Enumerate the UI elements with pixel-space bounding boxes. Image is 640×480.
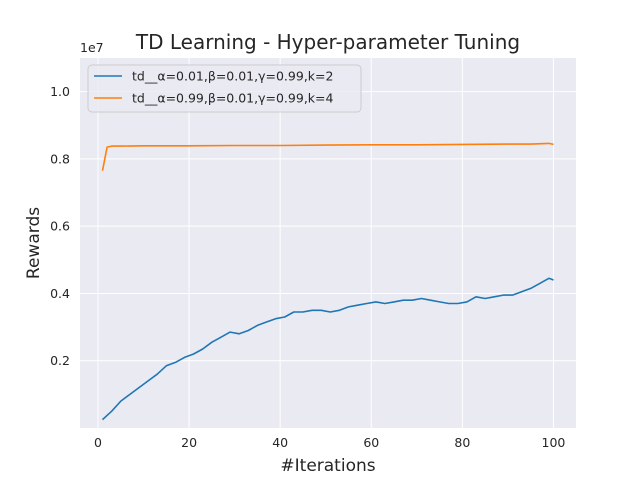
y-axis-ticks: 0.2 0.4 0.6 0.8 1.0	[50, 84, 70, 368]
legend-label-1: td__α=0.01,β=0.01,γ=0.99,k=2	[132, 69, 333, 84]
x-axis-label: #Iterations	[280, 456, 375, 476]
x-tick-label: 60	[363, 435, 379, 450]
plot-area	[80, 58, 576, 428]
chart-title: TD Learning - Hyper-parameter Tuning	[135, 30, 520, 54]
y-tick-label: 0.2	[50, 353, 70, 368]
x-tick-label: 100	[542, 435, 566, 450]
series-line-2	[101, 142, 554, 171]
legend-box	[87, 64, 362, 113]
legend: td__α=0.01,β=0.01,γ=0.99,k=2 td__α=0.99,β…	[87, 64, 362, 113]
x-tick-label: 80	[454, 435, 470, 450]
y-tick-label: 0.8	[50, 151, 70, 166]
y-tick-label: 0.6	[50, 219, 70, 234]
x-axis-ticks: 0 20 40 60 80 100	[94, 435, 565, 450]
series-layer	[101, 142, 554, 421]
y-tick-label: 1.0	[50, 84, 70, 99]
series-line-1	[101, 277, 554, 421]
y-axis-label: Rewards	[24, 207, 44, 279]
y-axis-offset-label: 1e7	[80, 40, 104, 55]
x-tick-label: 20	[181, 435, 197, 450]
x-tick-label: 40	[272, 435, 288, 450]
y-tick-label: 0.4	[50, 286, 70, 301]
x-tick-label: 0	[94, 435, 102, 450]
legend-label-2: td__α=0.99,β=0.01,γ=0.99,k=4	[132, 91, 333, 106]
